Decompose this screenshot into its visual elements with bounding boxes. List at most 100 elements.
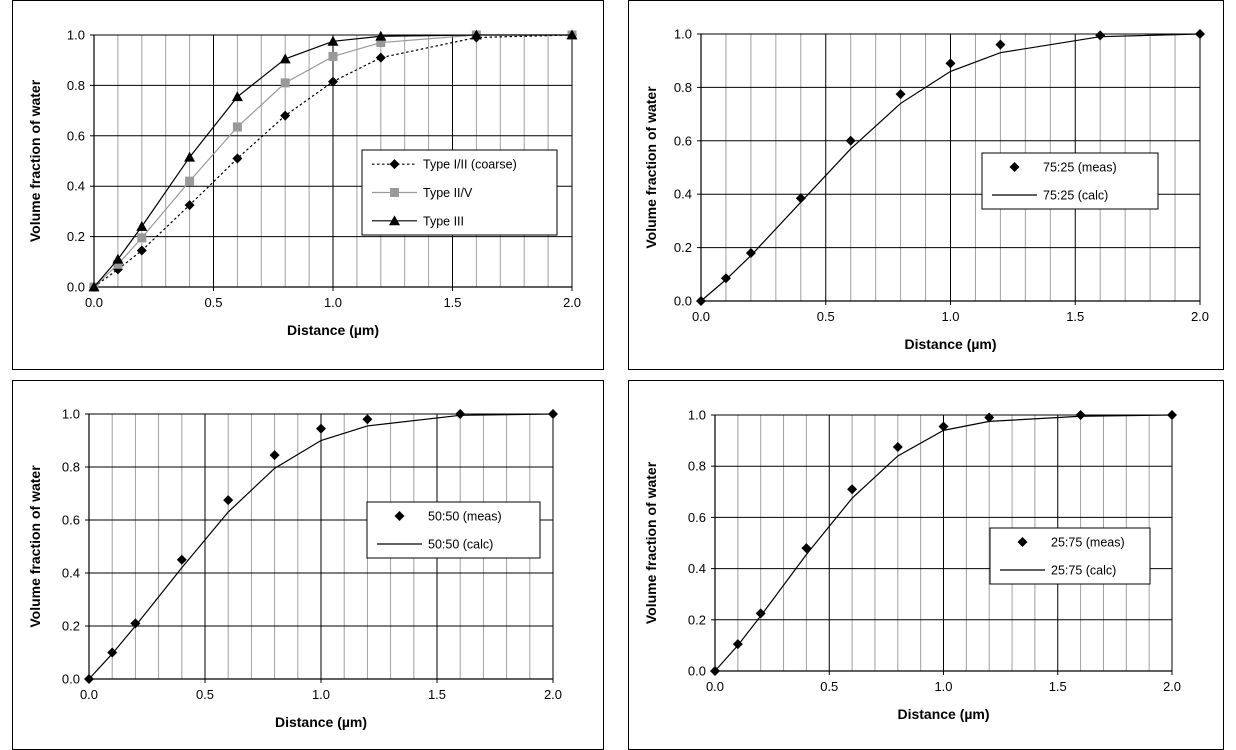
- y-tick-label: 0.4: [688, 561, 706, 576]
- data-point: [280, 78, 290, 88]
- data-point: [984, 412, 995, 423]
- legend-entry: 75:25 (meas): [1009, 161, 1117, 175]
- data-point: [130, 618, 141, 629]
- data-point: [375, 30, 387, 41]
- legend-label: 50:50 (meas): [428, 510, 502, 524]
- data-point: [316, 423, 326, 434]
- data-point: [720, 273, 731, 284]
- series-1: [696, 29, 1205, 306]
- chart-panel-1: 0.0 0.5 1.0 1.5 2.0 0.0 0.2 0.4 0.6 0.8 1.0 Distanc…: [12, 0, 604, 370]
- data-point: [176, 554, 187, 565]
- y-axis-title: Volume fraction of water: [643, 86, 659, 249]
- x-tick-label: 1.5: [1049, 679, 1067, 694]
- series-line: [88, 413, 554, 680]
- x-tick-label: 1.0: [312, 687, 330, 702]
- y-tick-label: 0.8: [688, 459, 706, 474]
- data-point: [755, 608, 766, 619]
- data-point: [184, 200, 195, 211]
- y-tick-label: 0.8: [62, 460, 80, 475]
- x-tick-label: 1.5: [443, 295, 461, 310]
- y-axis-title: Volume fraction of water: [27, 465, 43, 628]
- legend-label: 75:25 (meas): [1043, 161, 1117, 175]
- grid: [88, 413, 554, 680]
- x-tick-label: 1.5: [1066, 309, 1084, 324]
- data-point: [328, 51, 338, 61]
- chart-svg-4: 0.0 0.5 1.0 1.5 2.0 0.0 0.2 0.4 0.6 0.8 1.0 Distanc…: [628, 380, 1224, 750]
- legend-label: 75:25 (calc): [1043, 189, 1108, 203]
- legend-marker: [389, 215, 400, 226]
- x-tick-label: 0.0: [706, 679, 724, 694]
- legend-marker: [394, 511, 405, 521]
- legend-box: [981, 152, 1159, 210]
- chart-svg-1: 0.0 0.5 1.0 1.5 2.0 0.0 0.2 0.4 0.6 0.8 1.0 Distanc…: [12, 0, 604, 370]
- x-tick-label: 1.0: [934, 679, 952, 694]
- data-point: [88, 281, 100, 292]
- y-tick-label: 0.6: [674, 133, 692, 148]
- legend-marker: [1017, 537, 1028, 547]
- y-tick-label: 0.2: [674, 240, 692, 255]
- chart-svg-2: 0.0 0.5 1.0 1.5 2.0 0.0 0.2 0.4 0.6 0.8 1.0 Distanc…: [628, 0, 1224, 370]
- data-point: [801, 543, 812, 554]
- legend-entry: 50:50 (calc): [377, 538, 493, 552]
- y-tick-label: 0.2: [62, 619, 80, 634]
- legend-label: Type I/II (coarse): [423, 158, 517, 172]
- data-point: [895, 89, 906, 100]
- x-tick-label: 1.5: [428, 687, 446, 702]
- x-tick-label: 1.0: [941, 309, 959, 324]
- data-point: [137, 233, 147, 243]
- data-point: [566, 29, 578, 40]
- data-point: [328, 76, 338, 87]
- series-2: [714, 414, 1173, 672]
- series-3: [88, 29, 578, 292]
- data-point: [279, 53, 291, 64]
- series-2: [88, 413, 554, 680]
- data-point: [327, 35, 339, 46]
- series-line: [93, 34, 572, 288]
- panel-frame: [12, 380, 604, 750]
- legend-label: Type III: [423, 214, 464, 228]
- x-axis-title: Distance (µm): [904, 336, 996, 352]
- x-tick-label: 0.0: [85, 295, 103, 310]
- series-line: [93, 34, 572, 288]
- legend-label: 25:75 (calc): [1051, 564, 1116, 578]
- legend-label: 25:75 (meas): [1051, 536, 1125, 550]
- x-tick-label: 1.0: [324, 295, 342, 310]
- data-point: [938, 421, 949, 432]
- y-tick-label: 0.6: [688, 510, 706, 525]
- data-point: [136, 221, 148, 231]
- data-point: [376, 38, 386, 48]
- data-point: [232, 122, 242, 132]
- data-point: [892, 442, 903, 452]
- y-tick-label: 0.4: [62, 566, 80, 581]
- legend-entry: 25:75 (meas): [1017, 536, 1125, 550]
- data-point: [269, 450, 280, 461]
- series-line: [714, 414, 1173, 672]
- y-tick-label: 1.0: [62, 407, 80, 422]
- y-tick-label: 0.0: [67, 280, 85, 295]
- data-point: [1075, 410, 1086, 420]
- data-point: [945, 58, 956, 69]
- data-point: [847, 484, 858, 495]
- data-point: [1095, 30, 1106, 41]
- x-tick-label: 0.0: [692, 309, 710, 324]
- legend: 25:75 (meas) 25:75 (calc): [989, 527, 1151, 585]
- y-tick-label: 0.8: [67, 78, 85, 93]
- y-tick-label: 1.0: [674, 27, 692, 42]
- x-tick-label: 2.0: [544, 687, 562, 702]
- y-tick-label: 1.0: [688, 408, 706, 423]
- data-point: [113, 259, 123, 269]
- x-tick-label: 2.0: [1191, 309, 1209, 324]
- data-point: [470, 29, 482, 40]
- x-axis-title: Distance (µm): [287, 322, 379, 338]
- legend-entry: Type III: [372, 214, 464, 228]
- x-axis-title: Distance (µm): [275, 714, 367, 730]
- x-tick-label: 2.0: [563, 295, 581, 310]
- legend-marker: [389, 159, 400, 170]
- data-point: [185, 176, 195, 186]
- y-tick-label: 0.2: [688, 612, 706, 627]
- chart-panel-3: 0.0 0.5 1.0 1.5 2.0 0.0 0.2 0.4 0.6 0.8 1.0 Distanc…: [12, 380, 604, 750]
- data-point: [745, 247, 756, 258]
- series-line: [700, 33, 1201, 302]
- y-tick-label: 0.4: [674, 187, 692, 202]
- data-point: [112, 253, 124, 264]
